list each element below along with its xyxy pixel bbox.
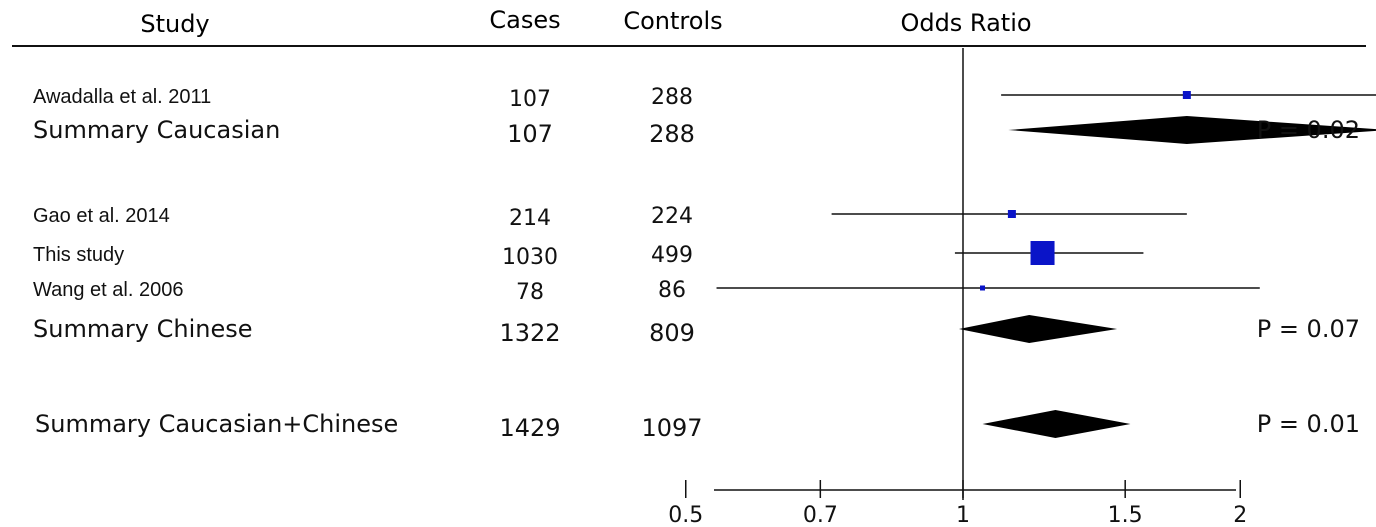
controls-value: 1097 [641, 414, 702, 442]
cases-value: 214 [509, 206, 551, 231]
summary-row: Summary Caucasian+Chinese 1429 1097 P = 0.0… [35, 410, 1360, 442]
summary-diamond [958, 315, 1118, 343]
x-tick-label: 1 [956, 503, 970, 527]
header-odds-ratio: Odds Ratio [900, 9, 1031, 37]
point-estimate-marker [1182, 91, 1191, 99]
study-row: Gao et al. 2014 214 224 [33, 204, 1187, 231]
x-tick-label: 1.5 [1108, 503, 1143, 527]
summary-label: Summary Chinese [33, 315, 253, 343]
x-tick-label: 0.7 [803, 503, 838, 527]
cases-value: 107 [507, 120, 553, 148]
controls-value: 809 [649, 319, 695, 347]
study-row: Wang et al. 2006 78 86 [33, 278, 1260, 305]
summary-diamond [1008, 116, 1376, 144]
controls-value: 499 [651, 243, 693, 268]
p-value: P = 0.02 [1257, 116, 1360, 144]
p-value: P = 0.01 [1257, 410, 1360, 438]
study-row: Awadalla et al. 2011 107 288 [33, 85, 1376, 112]
summary-row: Summary Caucasian 107 288 P = 0.02 [33, 116, 1376, 148]
summary-diamond [982, 410, 1131, 438]
cases-value: 107 [509, 87, 551, 112]
header-controls: Controls [623, 7, 722, 35]
cases-value: 1429 [499, 414, 560, 442]
study-label: This study [33, 244, 124, 266]
controls-value: 224 [651, 204, 693, 229]
summary-row: Summary Chinese 1322 809 P = 0.07 [33, 315, 1360, 347]
controls-value: 288 [651, 85, 693, 110]
x-axis: 0.5 0.7 1 1.5 2 [668, 480, 1247, 527]
p-value: P = 0.07 [1257, 315, 1360, 343]
controls-value: 288 [649, 120, 695, 148]
cases-value: 1030 [502, 245, 558, 270]
x-tick-label: 0.5 [668, 503, 703, 527]
point-estimate-marker [1007, 210, 1016, 218]
study-label: Awadalla et al. 2011 [33, 86, 211, 108]
study-label: Gao et al. 2014 [33, 205, 170, 227]
x-tick-label: 2 [1233, 503, 1247, 527]
point-estimate-marker [1030, 241, 1055, 265]
cases-value: 78 [516, 280, 544, 305]
header-study: Study [140, 10, 209, 38]
study-label: Wang et al. 2006 [33, 279, 183, 301]
cases-value: 1322 [499, 319, 560, 347]
controls-value: 86 [658, 278, 686, 303]
summary-label: Summary Caucasian+Chinese [35, 410, 398, 438]
header-cases: Cases [489, 6, 560, 34]
summary-label: Summary Caucasian [33, 116, 280, 144]
study-row: This study 1030 499 [33, 241, 1144, 270]
point-estimate-marker [980, 285, 986, 291]
